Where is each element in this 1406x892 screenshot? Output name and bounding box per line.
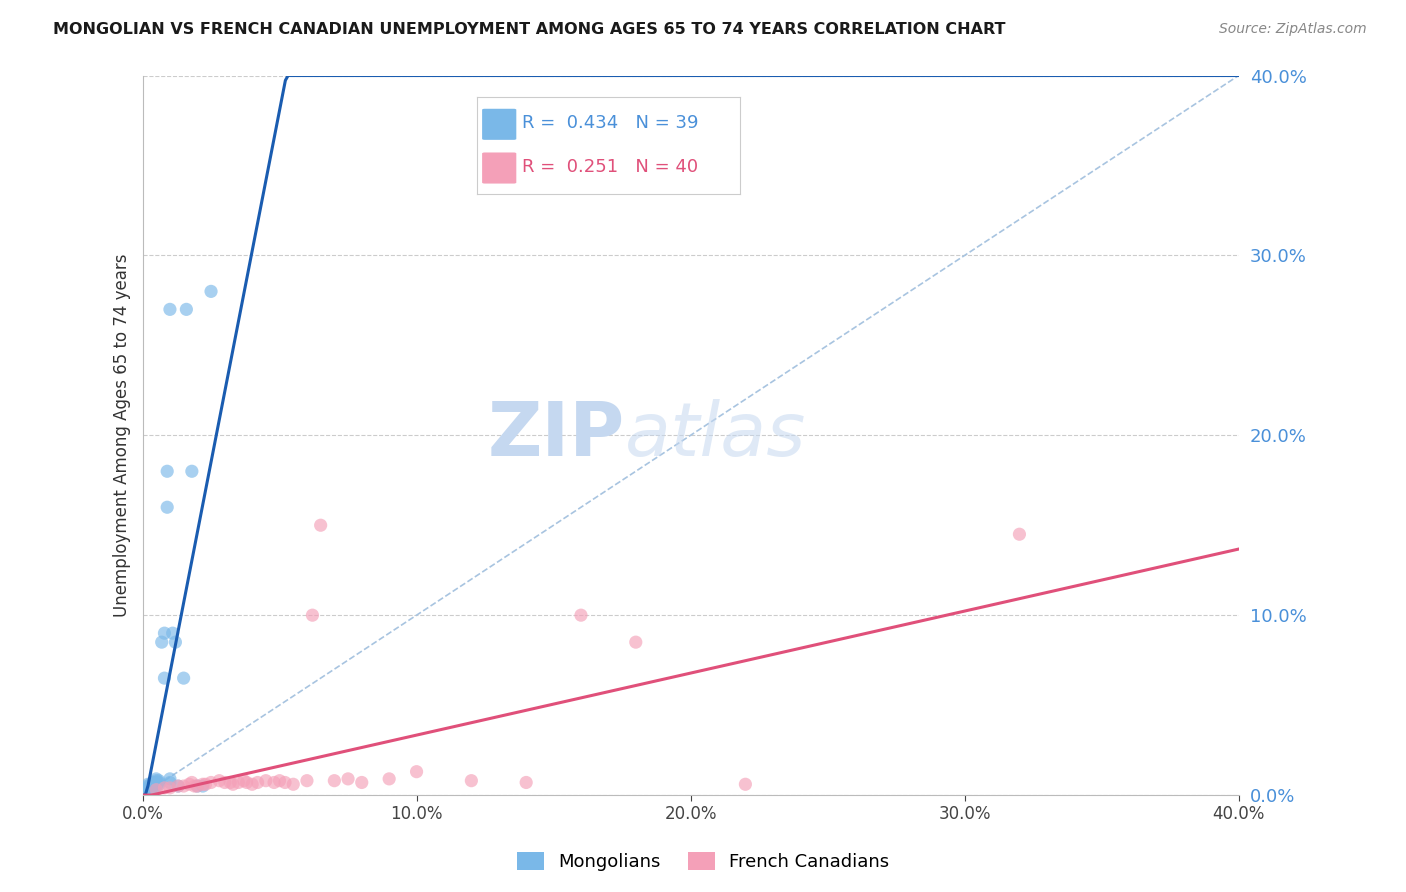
Point (153, 626, 176, 640)
Point (142, 780, 165, 795)
Point (515, 775, 537, 789)
Point (283, 777, 305, 791)
Point (254, 773, 277, 788)
Point (183, 779, 205, 793)
Point (274, 775, 297, 789)
Point (269, 773, 291, 788)
Point (136, 782, 159, 797)
Point (180, 464, 202, 478)
Point (148, 773, 170, 788)
Point (165, 635, 187, 649)
Point (194, 777, 217, 791)
Point (159, 775, 181, 789)
Point (139, 782, 162, 797)
Point (1008, 527, 1031, 541)
Point (246, 775, 269, 789)
Point (156, 500, 179, 515)
Point (378, 772, 401, 786)
Text: ZIP: ZIP (488, 399, 624, 472)
Point (162, 626, 184, 640)
Point (180, 775, 202, 789)
Point (734, 777, 756, 791)
Point (150, 635, 173, 649)
Point (219, 775, 242, 789)
Point (156, 464, 179, 478)
Point (301, 608, 323, 623)
Point (191, 779, 214, 793)
Point (186, 779, 208, 793)
Point (159, 772, 181, 786)
Point (235, 775, 257, 789)
Point (159, 780, 181, 795)
Point (159, 302, 181, 317)
Point (153, 671, 176, 685)
Point (167, 779, 190, 793)
Point (240, 777, 263, 791)
Point (173, 671, 195, 685)
Point (323, 773, 346, 788)
Point (136, 777, 159, 791)
Point (136, 780, 159, 795)
Point (179, 777, 201, 791)
Point (134, 782, 156, 797)
Point (295, 773, 318, 788)
Point (191, 777, 214, 791)
Point (148, 777, 170, 791)
Point (145, 772, 167, 786)
Text: atlas: atlas (624, 400, 806, 471)
Point (173, 779, 195, 793)
Point (145, 773, 167, 788)
Point (200, 775, 222, 789)
Point (145, 775, 167, 789)
Point (186, 779, 208, 793)
Point (142, 775, 165, 789)
Point (139, 780, 162, 795)
Point (176, 302, 198, 317)
Point (167, 779, 190, 793)
Point (232, 773, 254, 788)
Point (139, 779, 162, 793)
Point (460, 773, 482, 788)
Text: Source: ZipAtlas.com: Source: ZipAtlas.com (1219, 22, 1367, 37)
Point (200, 285, 222, 299)
Point (405, 764, 427, 779)
Point (569, 608, 592, 623)
Y-axis label: Unemployment Among Ages 65 to 74 years: Unemployment Among Ages 65 to 74 years (114, 253, 131, 617)
Point (228, 775, 250, 789)
Point (142, 779, 165, 793)
Point (142, 777, 165, 791)
Text: MONGOLIAN VS FRENCH CANADIAN UNEMPLOYMENT AMONG AGES 65 TO 74 YEARS CORRELATION : MONGOLIAN VS FRENCH CANADIAN UNEMPLOYMEN… (53, 22, 1005, 37)
Point (214, 775, 236, 789)
Legend: Mongolians, French Canadians: Mongolians, French Canadians (509, 845, 897, 879)
Point (222, 777, 245, 791)
Point (153, 780, 176, 795)
Point (136, 779, 159, 793)
Point (145, 779, 167, 793)
Point (624, 635, 647, 649)
Point (145, 777, 167, 791)
Point (134, 784, 156, 798)
Point (350, 775, 373, 789)
Point (148, 775, 170, 789)
Point (337, 772, 360, 786)
Point (208, 773, 231, 788)
Point (263, 775, 285, 789)
Point (139, 777, 162, 791)
Point (309, 518, 332, 533)
Point (145, 782, 167, 797)
